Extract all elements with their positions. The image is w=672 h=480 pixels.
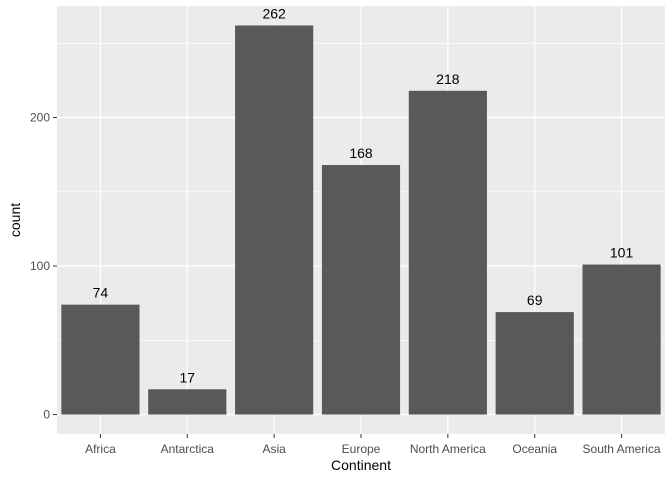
x-tick-label: Europe xyxy=(342,442,381,456)
x-tick-label: Asia xyxy=(262,442,286,456)
x-axis-title: Continent xyxy=(331,457,391,473)
data-label: 218 xyxy=(436,71,460,87)
data-label: 69 xyxy=(527,292,543,308)
y-axis-ticks: 0 100 200 xyxy=(30,111,57,422)
y-tick-label: 100 xyxy=(30,259,50,273)
data-label: 101 xyxy=(610,245,634,261)
bar-europe xyxy=(321,165,401,415)
bar-south-america xyxy=(582,264,661,415)
x-axis-ticks: Africa Antarctica Asia Europe North America O… xyxy=(85,434,661,456)
bar-north-america xyxy=(408,90,487,415)
bars xyxy=(61,25,661,415)
data-label: 74 xyxy=(93,285,109,301)
x-tick-label: Antarctica xyxy=(161,442,215,456)
bar-antarctica xyxy=(148,389,227,415)
x-tick-label: South America xyxy=(583,442,661,456)
x-tick-label: Africa xyxy=(85,442,116,456)
data-label: 168 xyxy=(349,145,373,161)
bar-oceania xyxy=(495,312,574,415)
x-tick-label: North America xyxy=(410,442,486,456)
x-tick-label: Oceania xyxy=(512,442,557,456)
bar-asia xyxy=(235,25,314,415)
data-labels: 74 17 262 168 218 69 101 xyxy=(93,5,634,385)
y-axis-title: count xyxy=(7,203,23,237)
y-tick-label: 0 xyxy=(43,408,50,422)
data-label: 262 xyxy=(262,5,286,21)
y-tick-label: 200 xyxy=(30,111,50,125)
data-label: 17 xyxy=(179,369,195,385)
bar-africa xyxy=(61,304,140,415)
